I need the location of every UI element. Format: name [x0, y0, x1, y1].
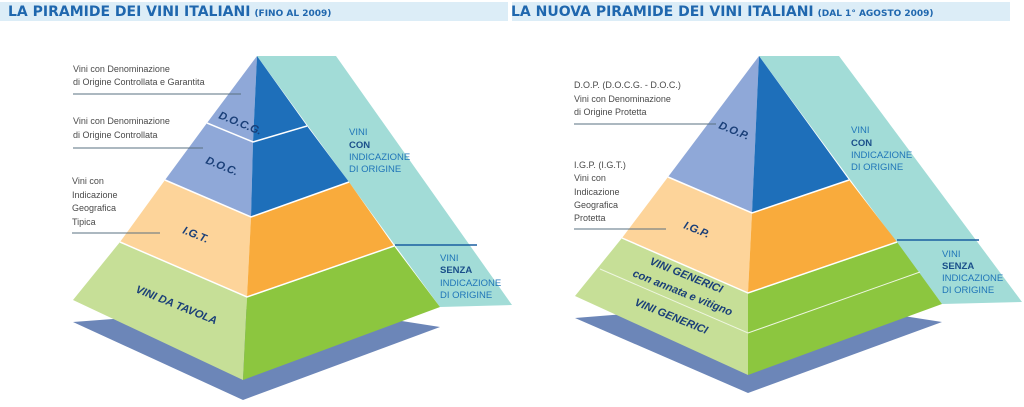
left-tavola-left-face	[73, 242, 247, 380]
left-side-senza: VINI SENZA INDICAZIONE DI ORIGINE	[440, 253, 504, 301]
left-tavola-right-face	[243, 246, 440, 380]
left-title: LA PIRAMIDE DEI VINI ITALIANI (FINO AL 20…	[8, 4, 331, 20]
right-igp-right-face	[748, 180, 897, 293]
right-title: LA NUOVA PIRAMIDE DEI VINI ITALIANI (DAL …	[511, 4, 934, 20]
left-igt-left-face	[120, 180, 251, 297]
note-igp: I.G.P. (I.G.T.) Vini con Indicazione Geo…	[574, 160, 628, 223]
right-igp-left-face	[622, 177, 752, 293]
left-pyramid: D.O.C.G. D.O.C. I.G.T. VINI DA TAVOLA Vi…	[72, 56, 512, 400]
left-doc-right-face	[251, 126, 349, 217]
right-dop-right-face	[752, 56, 849, 213]
right-side-senza: VINI SENZA INDICAZIONE DI ORIGINE	[942, 249, 1006, 296]
right-teal-band	[759, 56, 1022, 304]
left-header-band	[0, 2, 508, 21]
left-igt-right-face	[247, 182, 394, 297]
right-dop-left-face	[668, 56, 759, 213]
right-generici-right-face	[748, 242, 942, 375]
left-docg-right-face	[253, 56, 307, 142]
left-doc-left-face	[165, 123, 253, 217]
right-header-band	[512, 2, 1010, 21]
note-igt: Vini con Indicazione Geografica Tipica	[72, 176, 120, 227]
note-dop: D.O.P. (D.O.C.G. - D.O.C.) Vini con Deno…	[574, 80, 683, 117]
right-pyramid: D.O.P. I.G.P. VINI GENERICI con annata e…	[574, 56, 1022, 393]
note-doc: Vini con Denominazione di Origine Contro…	[73, 116, 172, 140]
note-docg: Vini con Denominazione di Origine Contro…	[73, 64, 205, 87]
right-side-con: VINI CON INDICAZIONE DI ORIGINE	[851, 125, 915, 173]
right-generici-left-face	[575, 238, 748, 375]
left-docg-left-face	[207, 56, 257, 142]
left-side-con: VINI CON INDICAZIONE DI ORIGINE	[349, 127, 413, 175]
